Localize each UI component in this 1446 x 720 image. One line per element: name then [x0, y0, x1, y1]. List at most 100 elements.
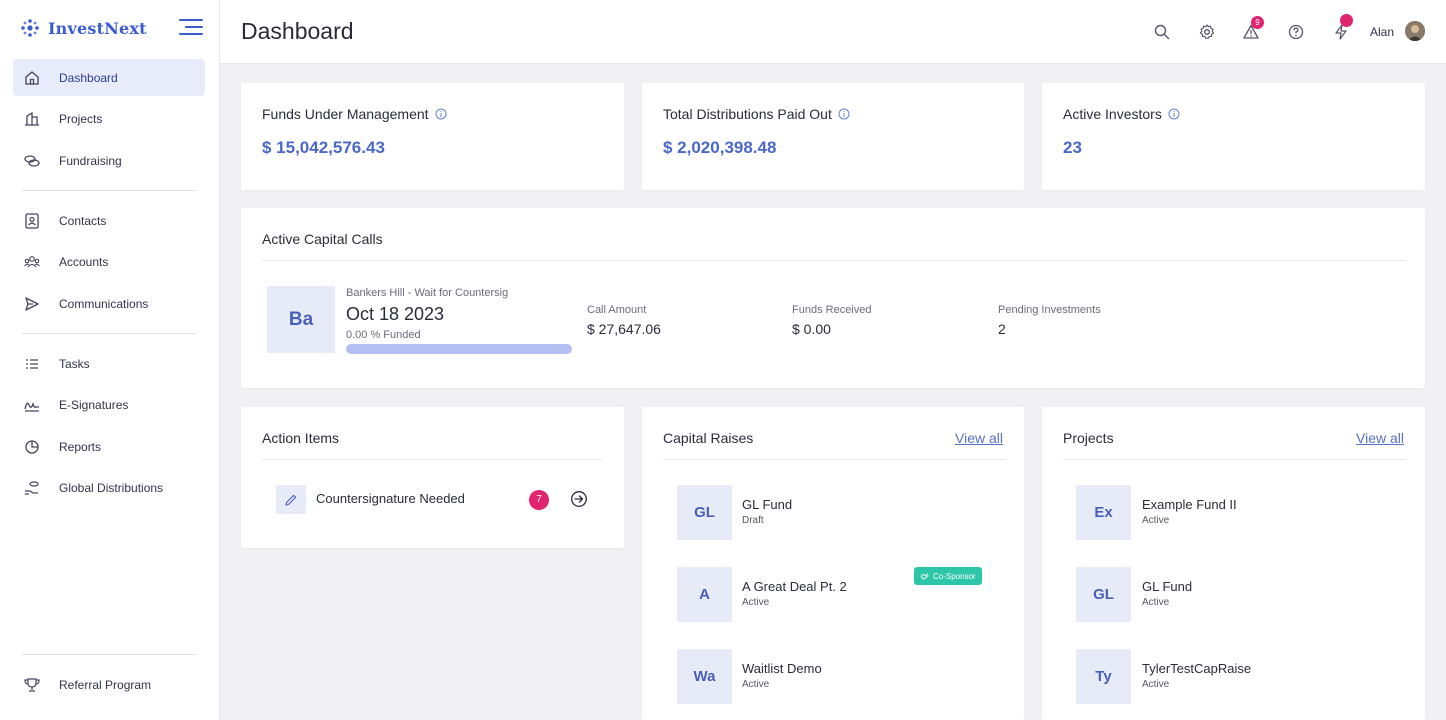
- sidebar-item-communications[interactable]: Communications: [13, 285, 205, 322]
- brand-name: InvestNext: [48, 18, 147, 38]
- info-icon[interactable]: [1168, 108, 1180, 120]
- sidebar-item-label: Accounts: [59, 254, 109, 269]
- project-status: Active: [1142, 515, 1170, 526]
- call-amount-label: Call Amount: [587, 304, 647, 316]
- capital-raise-tile[interactable]: Wa: [677, 649, 732, 704]
- stat-value: $ 15,042,576.43: [262, 138, 385, 157]
- sidebar-item-contacts[interactable]: Contacts: [13, 202, 205, 239]
- brand-logo[interactable]: InvestNext: [20, 16, 147, 40]
- card-title: Capital Raises: [663, 430, 754, 446]
- sidebar-item-label: E-Signatures: [59, 397, 129, 412]
- stat-title-text: Total Distributions Paid Out: [663, 106, 832, 122]
- card-divider: [262, 459, 602, 460]
- capital-raise-status: Active: [742, 597, 770, 608]
- capital-call-name[interactable]: Bankers Hill - Wait for Countersig: [346, 287, 509, 299]
- signature-icon: [24, 401, 39, 412]
- co-sponsor-badge: Co-Sponsor: [914, 567, 982, 585]
- sidebar-item-label: Tasks: [59, 356, 90, 371]
- sidebar-item-label: Dashboard: [59, 70, 118, 85]
- funds-received-label: Funds Received: [792, 304, 872, 316]
- card-title: Action Items: [262, 430, 340, 446]
- menu-collapse-icon[interactable]: [178, 17, 204, 37]
- funded-percent: 0.00 % Funded: [346, 329, 421, 341]
- card-divider: [262, 260, 1404, 261]
- action-items-card: Action Items Countersignature Needed 7: [241, 407, 624, 548]
- project-name[interactable]: TylerTestCapRaise: [1142, 661, 1252, 676]
- nav-divider: [22, 654, 197, 655]
- sidebar-item-accounts[interactable]: Accounts: [13, 243, 205, 280]
- info-icon[interactable]: [435, 108, 447, 120]
- project-tile[interactable]: Ex: [1076, 485, 1131, 540]
- building-icon: [25, 111, 39, 126]
- sidebar-item-fundraising[interactable]: Fundraising: [13, 142, 205, 179]
- sidebar-item-label: Fundraising: [59, 153, 122, 168]
- page-title: Dashboard: [241, 18, 354, 44]
- search-icon[interactable]: [1153, 23, 1171, 41]
- projects-card: Projects View all Ex Example Fund II Act…: [1042, 407, 1425, 720]
- sidebar-item-dashboard[interactable]: Dashboard: [13, 59, 205, 96]
- view-all-projects-link[interactable]: View all: [1356, 430, 1404, 446]
- sidebar-item-referral-program[interactable]: Referral Program: [13, 666, 205, 703]
- card-title: Projects: [1063, 430, 1114, 446]
- nav-divider: [22, 190, 197, 191]
- alert-triangle-icon[interactable]: [1242, 23, 1260, 41]
- capital-raise-tile[interactable]: GL: [677, 485, 732, 540]
- sidebar-item-label: Global Distributions: [59, 480, 164, 495]
- active-investors-card: Active Investors 23: [1042, 83, 1425, 190]
- topbar: Dashboard 9 Alan: [220, 0, 1446, 64]
- send-icon: [25, 297, 39, 311]
- pie-chart-icon: [25, 440, 39, 454]
- sidebar-item-tasks[interactable]: Tasks: [13, 345, 205, 382]
- project-tile[interactable]: GL: [1076, 567, 1131, 622]
- pencil-icon-tile: [276, 485, 306, 514]
- sidebar-item-projects[interactable]: Projects: [13, 100, 205, 137]
- capital-raise-name[interactable]: GL Fund: [742, 497, 793, 512]
- project-name[interactable]: Example Fund II: [1142, 497, 1237, 512]
- stat-title-text: Active Investors: [1063, 106, 1162, 122]
- lightning-icon[interactable]: [1332, 23, 1350, 41]
- active-capital-calls-card: Active Capital Calls Ba Bankers Hill - W…: [241, 208, 1425, 388]
- trophy-icon: [24, 678, 40, 692]
- help-icon[interactable]: [1287, 23, 1305, 41]
- pencil-icon: [285, 494, 297, 506]
- user-name[interactable]: Alan: [1370, 25, 1395, 39]
- sidebar-item-label: Communications: [59, 296, 149, 311]
- call-amount-value: $ 27,647.06: [587, 321, 661, 337]
- funds-received-value: $ 0.00: [792, 321, 831, 337]
- sidebar-item-label: Reports: [59, 439, 102, 454]
- stat-value: $ 2,020,398.48: [663, 138, 777, 157]
- project-name[interactable]: GL Fund: [1142, 579, 1193, 594]
- countersignature-needed-link[interactable]: Countersignature Needed: [316, 491, 465, 506]
- funds-under-management-card: Funds Under Management $ 15,042,576.43: [241, 83, 624, 190]
- card-divider: [1063, 459, 1404, 460]
- capital-raise-status: Active: [742, 679, 770, 690]
- capital-raise-tile[interactable]: A: [677, 567, 732, 622]
- capital-raises-card: Capital Raises View all GL GL Fund Draft…: [642, 407, 1024, 720]
- info-icon[interactable]: [838, 108, 850, 120]
- capital-call-tile[interactable]: Ba: [267, 286, 335, 353]
- pending-investments-value: 2: [998, 321, 1006, 337]
- nav-divider: [22, 333, 197, 334]
- home-icon: [25, 71, 39, 85]
- avatar[interactable]: [1405, 21, 1425, 41]
- capital-raise-name[interactable]: Waitlist Demo: [742, 661, 822, 676]
- capital-call-date: Oct 18 2023: [346, 304, 445, 324]
- funded-progress-bar: [346, 344, 572, 354]
- total-distributions-card: Total Distributions Paid Out $ 2,020,398…: [642, 83, 1024, 190]
- project-tile[interactable]: Ty: [1076, 649, 1131, 704]
- project-status: Active: [1142, 597, 1170, 608]
- co-sponsor-label: Co-Sponsor: [933, 571, 976, 581]
- sidebar-item-e-signatures[interactable]: E-Signatures: [13, 386, 205, 423]
- view-all-capital-raises-link[interactable]: View all: [955, 430, 1003, 446]
- logo-icon: [21, 19, 39, 37]
- sidebar-item-label: Contacts: [59, 213, 107, 228]
- capital-raise-name[interactable]: A Great Deal Pt. 2: [742, 579, 847, 594]
- sidebar-item-global-distributions[interactable]: Global Distributions: [13, 469, 205, 506]
- sidebar-item-reports[interactable]: Reports: [13, 428, 205, 465]
- contact-icon: [25, 213, 39, 229]
- arrow-circle-right-icon[interactable]: [570, 490, 588, 508]
- gear-icon[interactable]: [1198, 23, 1216, 41]
- hand-coins-icon: [25, 481, 39, 495]
- users-icon: [24, 256, 40, 268]
- alerts-count-badge: 9: [1251, 16, 1264, 29]
